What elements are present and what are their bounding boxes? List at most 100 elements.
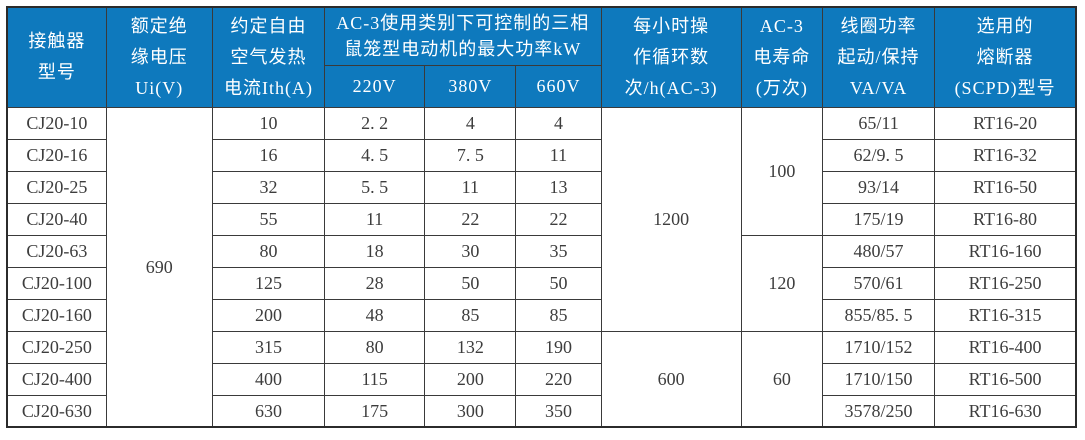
cell-coil: 480/57 (821, 234, 936, 268)
cell-ith: 125 (211, 266, 326, 300)
header-380v: 380V (424, 64, 517, 108)
cell-kw660: 35 (515, 234, 602, 268)
cell-ith: 16 (211, 138, 326, 172)
header-220v: 220V (324, 64, 426, 108)
table-row: CJ20-100 125 28 50 50 570/61 RT16-250 (6, 266, 1077, 300)
table-row: CJ20-63 80 18 30 35 120 480/57 RT16-160 (6, 234, 1077, 332)
cell-kw380: 11 (424, 170, 517, 204)
table-row: CJ20-400 400 115 200 220 1710/150 RT16-5… (6, 362, 1077, 396)
cell-model: CJ20-630 (6, 394, 107, 428)
table-row: CJ20-40 55 11 22 22 175/19 RT16-80 (6, 202, 1077, 236)
table-row: CJ20-10 690 10 2. 2 4 4 1200 100 65/11 R… (6, 106, 1077, 428)
cell-cycles-merged-top: 1200 (600, 106, 742, 332)
header-ac3-max-power-group: AC-3使用类别下可控制的三相 鼠笼型电动机的最大功率kW (324, 6, 602, 66)
cell-coil: 855/85. 5 (821, 298, 936, 332)
cell-kw220: 4. 5 (324, 138, 426, 172)
header-660v: 660V (515, 64, 602, 108)
cell-fuse: RT16-160 (934, 234, 1077, 268)
header-coil-power: 线圈功率 起动/保持 VA/VA (821, 6, 936, 108)
cell-fuse: RT16-50 (934, 170, 1077, 204)
cell-fuse: RT16-500 (934, 362, 1077, 396)
cell-model: CJ20-400 (6, 362, 107, 396)
table-row: CJ20-16 16 4. 5 7. 5 11 62/9. 5 RT16-32 (6, 138, 1077, 172)
cell-life-merged-1: 100 (740, 106, 823, 236)
table-header: 接触器 型号 额定绝 缘电压 Ui(V) 约定自由 空气发热 电流Ith(A) … (6, 6, 1077, 108)
cell-fuse: RT16-32 (934, 138, 1077, 172)
header-contactor-model: 接触器 型号 (6, 6, 107, 108)
cell-kw380: 22 (424, 202, 517, 236)
cell-fuse: RT16-20 (934, 106, 1077, 140)
cell-kw220: 11 (324, 202, 426, 236)
cell-ith: 10 (211, 106, 326, 140)
table-row: CJ20-25 32 5. 5 11 13 93/14 RT16-50 (6, 170, 1077, 204)
cell-kw380: 50 (424, 266, 517, 300)
cell-ith: 315 (211, 330, 326, 364)
cell-kw660: 4 (515, 106, 602, 140)
cell-kw380: 200 (424, 362, 517, 396)
cell-fuse: RT16-315 (934, 298, 1077, 332)
cell-coil: 93/14 (821, 170, 936, 204)
cell-coil: 1710/152 (821, 330, 936, 364)
cell-life-merged-2: 120 (740, 234, 823, 332)
cell-kw220: 80 (324, 330, 426, 364)
cell-ui-merged: 690 (105, 106, 213, 428)
cell-fuse: RT16-80 (934, 202, 1077, 236)
cell-kw220: 5. 5 (324, 170, 426, 204)
cell-kw660: 220 (515, 362, 602, 396)
cell-kw220: 115 (324, 362, 426, 396)
cell-model: CJ20-25 (6, 170, 107, 204)
cell-model: CJ20-250 (6, 330, 107, 364)
cell-kw660: 13 (515, 170, 602, 204)
header-cycles-per-hour: 每小时操 作循环数 次/h(AC-3) (600, 6, 742, 108)
cell-ith: 630 (211, 394, 326, 428)
cell-coil: 62/9. 5 (821, 138, 936, 172)
cell-kw660: 350 (515, 394, 602, 428)
cell-cycles-merged-bottom: 600 (600, 330, 742, 428)
cell-model: CJ20-40 (6, 202, 107, 236)
cell-kw380: 132 (424, 330, 517, 364)
cell-coil: 570/61 (821, 266, 936, 300)
cell-kw380: 30 (424, 234, 517, 268)
cell-coil: 175/19 (821, 202, 936, 236)
cell-kw220: 175 (324, 394, 426, 428)
cell-kw220: 28 (324, 266, 426, 300)
cell-kw220: 2. 2 (324, 106, 426, 140)
cell-life-merged-3: 60 (740, 330, 823, 428)
cell-ith: 80 (211, 234, 326, 268)
cell-model: CJ20-10 (6, 106, 107, 140)
cell-kw660: 190 (515, 330, 602, 364)
cell-kw380: 85 (424, 298, 517, 332)
cell-kw220: 48 (324, 298, 426, 332)
header-ac3-electrical-life: AC-3 电寿命 (万次) (740, 6, 823, 108)
cell-model: CJ20-160 (6, 298, 107, 332)
cell-coil: 1710/150 (821, 362, 936, 396)
cell-model: CJ20-63 (6, 234, 107, 268)
cell-kw660: 85 (515, 298, 602, 332)
cell-fuse: RT16-250 (934, 266, 1077, 300)
cell-model: CJ20-16 (6, 138, 107, 172)
header-rated-insulation-voltage: 额定绝 缘电压 Ui(V) (105, 6, 213, 108)
cell-kw380: 7. 5 (424, 138, 517, 172)
cell-ith: 55 (211, 202, 326, 236)
cell-fuse: RT16-400 (934, 330, 1077, 364)
cell-ith: 32 (211, 170, 326, 204)
table-row: CJ20-250 315 80 132 190 600 60 1710/152 … (6, 330, 1077, 428)
cell-kw660: 22 (515, 202, 602, 236)
cell-kw660: 50 (515, 266, 602, 300)
cell-kw380: 300 (424, 394, 517, 428)
cell-coil: 3578/250 (821, 394, 936, 428)
cell-kw660: 11 (515, 138, 602, 172)
table-body: CJ20-10 690 10 2. 2 4 4 1200 100 65/11 R… (6, 106, 1077, 428)
cell-ith: 400 (211, 362, 326, 396)
contactor-spec-table: 接触器 型号 额定绝 缘电压 Ui(V) 约定自由 空气发热 电流Ith(A) … (6, 6, 1077, 428)
cell-model: CJ20-100 (6, 266, 107, 300)
cell-coil: 65/11 (821, 106, 936, 140)
table-row: CJ20-630 630 175 300 350 3578/250 RT16-6… (6, 394, 1077, 428)
cell-fuse: RT16-630 (934, 394, 1077, 428)
cell-kw220: 18 (324, 234, 426, 268)
header-fuse-scpd: 选用的 熔断器 (SCPD)型号 (934, 6, 1077, 108)
cell-kw380: 4 (424, 106, 517, 140)
header-thermal-current: 约定自由 空气发热 电流Ith(A) (211, 6, 326, 108)
cell-ith: 200 (211, 298, 326, 332)
